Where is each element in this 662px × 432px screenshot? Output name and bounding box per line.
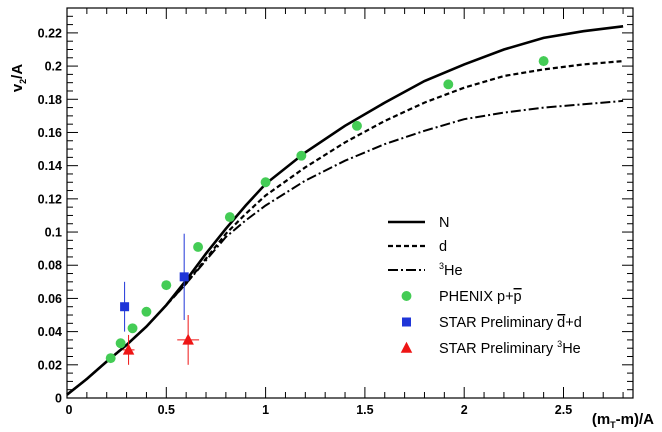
legend-label-post: He (562, 341, 581, 357)
legend-label-pre: STAR Preliminary (439, 341, 557, 357)
marker-circle (127, 323, 138, 334)
marker-square (120, 302, 130, 312)
legend-marker-triangle (400, 341, 413, 353)
y-tick-label: 0.18 (38, 93, 62, 107)
marker-circle (443, 79, 454, 90)
legend-marker-circle (401, 291, 412, 301)
curve-dashed (66, 60, 624, 396)
model-curves (66, 25, 624, 396)
y-tick-label: 0.06 (38, 292, 62, 306)
marker-circle (141, 306, 152, 317)
marker-circle (260, 177, 271, 188)
y-tick-label: 0.02 (38, 358, 62, 372)
legend-label-sup: 3 (557, 339, 562, 349)
legend-label: PHENIX p+p (439, 289, 522, 305)
y-tick-label: 0.08 (38, 259, 62, 273)
marker-circle (352, 120, 362, 131)
y-tick-label: 0.16 (38, 126, 62, 140)
y-tick-label: 0.22 (38, 26, 62, 40)
y-axis-title: v2/A (9, 64, 28, 93)
y-tick-label: 0.1 (45, 226, 62, 240)
marker-circle (115, 338, 126, 349)
x-axis-title-sub: T (610, 420, 616, 430)
marker-circle (105, 353, 116, 364)
legend-label-pre: STAR Preliminary (439, 315, 557, 331)
legend-label-bar: d (557, 315, 565, 331)
legend-label: STAR Preliminary 3He (439, 339, 581, 357)
legend-label-bar: p (514, 289, 522, 305)
curve-solid (66, 25, 624, 396)
legend-label-pre: PHENIX p+ (439, 289, 514, 305)
legend-label-main: He (444, 263, 463, 279)
legend-label: N (439, 215, 449, 231)
legend-label-sup: 3 (439, 261, 444, 271)
y-axis-title-main: v (9, 83, 26, 92)
legend-marker-square (402, 317, 411, 327)
marker-circle (193, 242, 204, 252)
plot-frame (66, 7, 634, 399)
y-tick-label: 0.14 (38, 159, 62, 173)
x-tick-label: 1.5 (356, 403, 373, 417)
legend-label: d (439, 239, 447, 255)
marker-triangle (182, 333, 194, 345)
x-tick-label: 2 (461, 403, 468, 417)
y-axis-title-sub: 2 (18, 79, 28, 84)
y-tick-label: 0.2 (45, 60, 62, 74)
legend-label: 3He (439, 261, 463, 279)
legend-label: STAR Preliminary d+d (439, 315, 582, 331)
y-tick-label: 0.04 (38, 325, 62, 339)
marker-circle (296, 150, 307, 161)
x-tick-label: 2.5 (555, 403, 572, 417)
legend-label-post: +d (565, 315, 582, 331)
marker-square (179, 272, 189, 282)
x-axis-title-main: (m (592, 411, 610, 428)
marker-circle (161, 280, 172, 291)
x-axis-title-rest: -m)/A (616, 411, 654, 428)
y-axis-title-rest: /A (9, 64, 26, 79)
x-tick-label: 1 (262, 403, 269, 417)
x-axis-title: (mT-m)/A (592, 411, 654, 430)
marker-triangle (122, 343, 135, 355)
curve-dashdot (66, 99, 624, 396)
y-tick-label: 0.12 (38, 192, 62, 206)
x-tick-label: 0.5 (158, 403, 175, 417)
data-points (105, 56, 549, 365)
marker-circle (538, 56, 549, 67)
marker-circle (224, 212, 235, 223)
x-tick-label: 0 (66, 403, 73, 417)
y-tick-label: 0 (55, 392, 62, 406)
axis-ticks: 0 0.5 1 1.5 2 2.5 0 0.02 0.04 0.06 0.08 0.1 0.12 0.14… (38, 7, 633, 417)
